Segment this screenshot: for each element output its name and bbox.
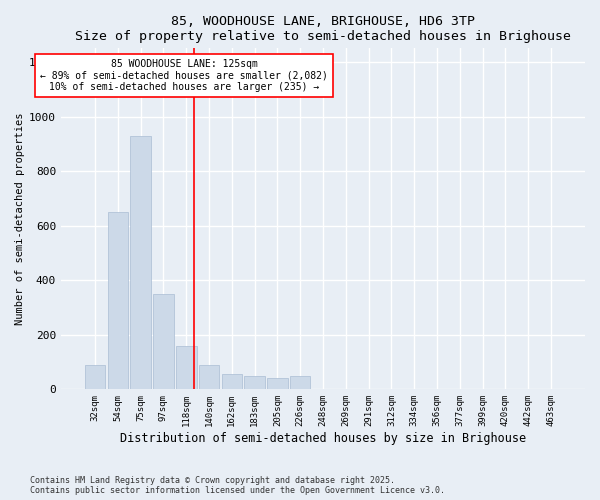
- Bar: [244, 376, 265, 390]
- Y-axis label: Number of semi-detached properties: Number of semi-detached properties: [15, 112, 25, 325]
- Bar: [130, 136, 151, 390]
- Bar: [267, 378, 287, 390]
- Bar: [221, 374, 242, 390]
- Bar: [107, 212, 128, 390]
- Bar: [176, 346, 197, 390]
- Text: 85 WOODHOUSE LANE: 125sqm
← 89% of semi-detached houses are smaller (2,082)
10% : 85 WOODHOUSE LANE: 125sqm ← 89% of semi-…: [40, 58, 328, 92]
- Text: Contains HM Land Registry data © Crown copyright and database right 2025.
Contai: Contains HM Land Registry data © Crown c…: [30, 476, 445, 495]
- Bar: [290, 376, 310, 390]
- X-axis label: Distribution of semi-detached houses by size in Brighouse: Distribution of semi-detached houses by …: [120, 432, 526, 445]
- Title: 85, WOODHOUSE LANE, BRIGHOUSE, HD6 3TP
Size of property relative to semi-detache: 85, WOODHOUSE LANE, BRIGHOUSE, HD6 3TP S…: [75, 15, 571, 43]
- Bar: [199, 365, 220, 390]
- Bar: [85, 365, 106, 390]
- Bar: [153, 294, 174, 390]
